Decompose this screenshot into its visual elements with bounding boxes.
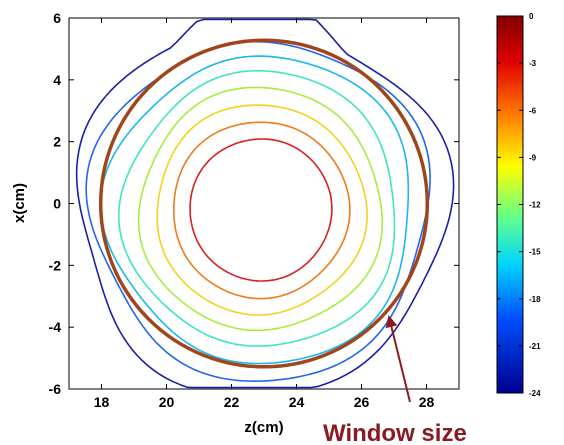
x-tick-label: 26: [354, 394, 370, 410]
contour-line: [173, 121, 351, 300]
colorbar-tick-label: -21: [529, 342, 541, 351]
x-axis-label: z(cm): [244, 419, 283, 436]
x-tick-label: 22: [224, 394, 240, 410]
colorbar-tick-label: -3: [529, 59, 537, 68]
y-tick-label: -2: [49, 257, 62, 273]
colorbar-tick-label: -18: [529, 295, 541, 304]
window-arrow: [385, 315, 411, 403]
x-tick-label: 18: [94, 394, 110, 410]
y-tick-label: 4: [53, 72, 61, 88]
y-tick-label: -6: [49, 381, 62, 397]
window-label: Window size: [323, 420, 467, 445]
contour-line: [189, 138, 333, 282]
contour-line: [85, 40, 431, 383]
y-axis-label: x(cm): [11, 183, 28, 223]
contour-line: [156, 104, 368, 316]
colorbar-tick-label: -6: [529, 106, 537, 115]
contour-line: [75, 18, 455, 389]
x-tick-label: 24: [289, 394, 305, 410]
contour-line: [137, 86, 384, 332]
y-tick-label: 0: [53, 196, 61, 212]
colorbar-ticks: 0 -3 -6 -9 -12 -15 -18 -21 -24: [497, 12, 541, 398]
x-tick-label: 20: [159, 394, 175, 410]
colorbar-tick-label: -9: [529, 153, 537, 162]
x-axis: 18 20 22 24 26 28: [94, 18, 435, 410]
plot-area: [68, 17, 460, 390]
x-tick-label: 28: [419, 394, 435, 410]
y-tick-label: -4: [49, 319, 62, 335]
colorbar-tick-label: -12: [529, 201, 541, 210]
y-axis: -6 -4 -2 0 2 4 6: [49, 10, 459, 397]
colorbar-tick-label: -15: [529, 248, 541, 257]
y-tick-label: 6: [53, 10, 61, 26]
y-tick-label: 2: [53, 134, 61, 150]
window-circle: [98, 38, 430, 369]
colorbar-tick-label: 0: [529, 12, 534, 21]
contour-line: [118, 70, 396, 347]
colorbar-tick-label: -24: [529, 389, 541, 398]
